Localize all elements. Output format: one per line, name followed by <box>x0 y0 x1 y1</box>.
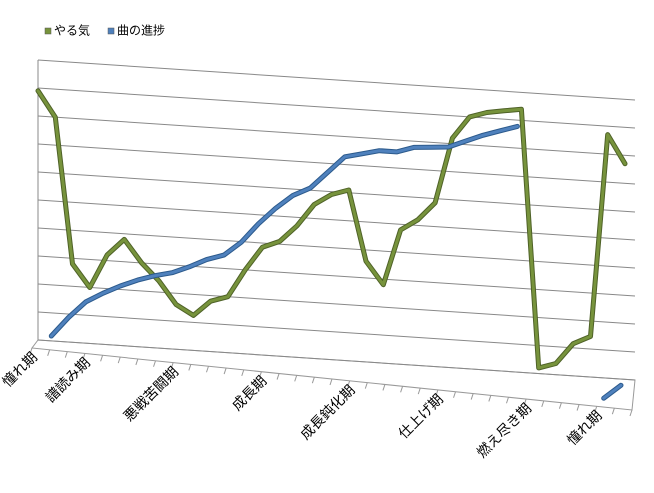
x-tick-label: 成長鈍化期 <box>298 382 359 443</box>
x-tick <box>311 377 315 384</box>
x-tick <box>258 371 262 378</box>
x-tick <box>382 384 386 391</box>
x-tick <box>594 406 598 413</box>
legend-swatch <box>107 27 115 35</box>
x-tick-label: 成長期 <box>229 373 270 414</box>
grid-line <box>37 59 636 101</box>
x-tick <box>135 358 139 366</box>
x-tick <box>470 393 474 400</box>
x-tick <box>611 408 615 415</box>
grid-line <box>37 115 636 157</box>
x-tick <box>417 387 421 395</box>
x-tick <box>329 378 333 386</box>
x-tick <box>170 362 174 369</box>
grid-line <box>37 339 636 381</box>
x-tick <box>400 386 404 393</box>
x-tick-label: 譜読み期 <box>42 354 94 406</box>
x-tick <box>629 409 633 417</box>
x-tick-label: 憧れ期 <box>0 350 41 391</box>
x-tick <box>488 395 492 402</box>
x-tick <box>117 356 121 364</box>
x-tick-label: 憧れ期 <box>565 408 606 449</box>
series-line <box>36 89 627 370</box>
x-tick <box>347 380 351 387</box>
x-tick <box>188 364 192 371</box>
grid-line <box>37 199 636 241</box>
x-tick <box>153 360 157 367</box>
x-tick <box>505 397 509 404</box>
series-line <box>49 124 519 338</box>
x-tick <box>294 375 298 382</box>
legend: やる気 曲の進捗 <box>44 23 165 38</box>
x-tick <box>435 389 439 397</box>
x-tick <box>241 369 245 377</box>
x-tick <box>82 353 86 360</box>
x-tick <box>558 402 562 409</box>
x-tick <box>523 398 527 406</box>
x-tick <box>47 349 51 356</box>
legend-label: やる気 <box>54 23 90 38</box>
grid-line <box>37 227 636 269</box>
x-tick <box>453 391 457 398</box>
legend-swatch <box>44 27 52 35</box>
x-tick <box>364 382 368 389</box>
legend-label: 曲の進捗 <box>117 24 165 38</box>
x-tick-label: 燃え尽き期 <box>473 400 535 462</box>
x-tick-label: 仕上げ期 <box>396 391 447 442</box>
grid-line <box>37 87 636 129</box>
x-tick <box>576 404 580 411</box>
x-tick <box>276 373 280 380</box>
x-tick <box>223 367 227 375</box>
x-tick <box>205 366 209 373</box>
x-tick <box>100 355 104 362</box>
series-line <box>602 383 623 400</box>
x-tick-label: 悪戦苦闘期 <box>121 364 182 425</box>
x-tick <box>541 400 545 408</box>
x-tick <box>29 347 33 355</box>
x-tick <box>64 351 68 358</box>
